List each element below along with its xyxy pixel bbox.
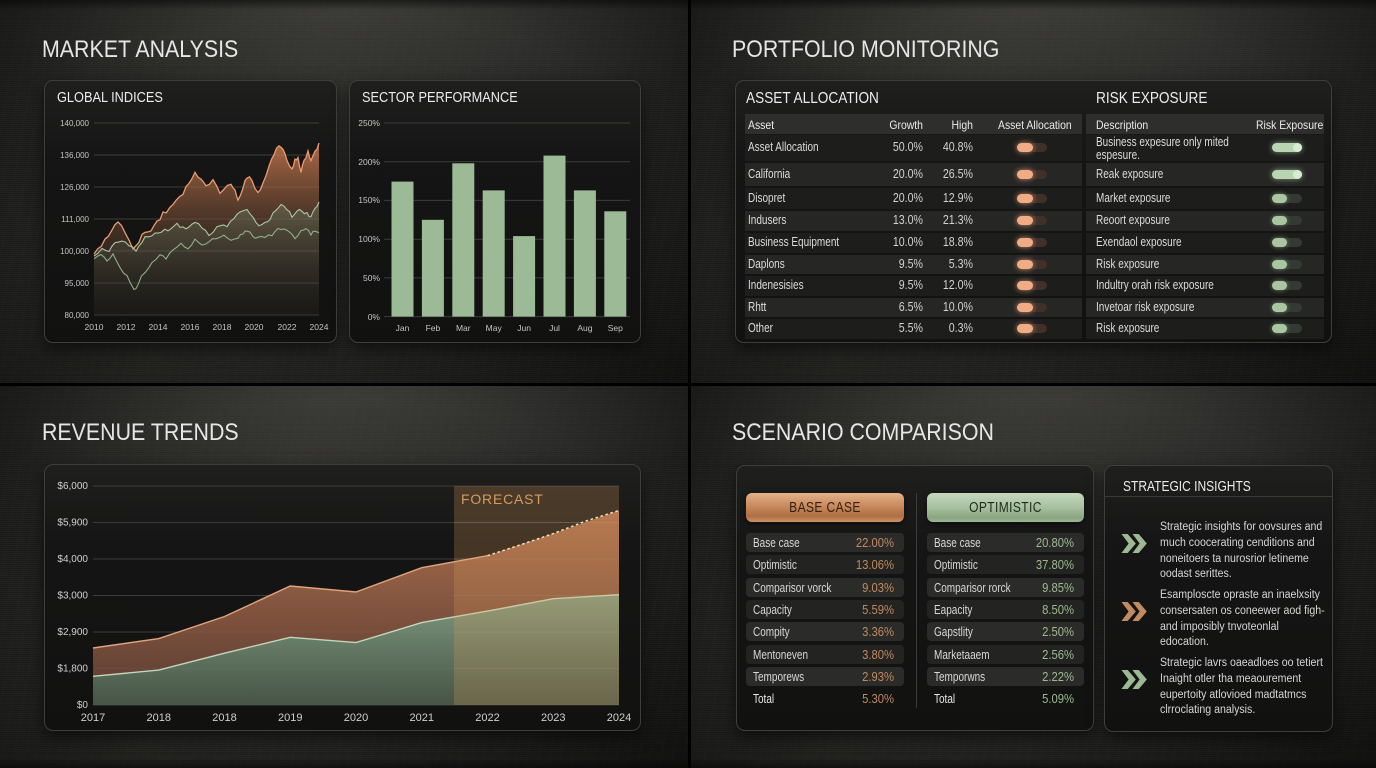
svg-text:250%: 250%	[358, 118, 380, 128]
svg-text:2017: 2017	[81, 712, 105, 724]
svg-text:80,000: 80,000	[65, 311, 90, 320]
svg-text:140,000: 140,000	[60, 119, 89, 128]
svg-text:0%: 0%	[368, 312, 381, 322]
svg-text:150%: 150%	[358, 195, 380, 205]
svg-text:2021: 2021	[410, 712, 434, 724]
svg-text:Sep: Sep	[608, 323, 623, 333]
svg-text:136,000: 136,000	[60, 151, 89, 160]
svg-text:Mar: Mar	[456, 323, 471, 333]
svg-text:Jul: Jul	[549, 323, 560, 333]
svg-text:100%: 100%	[358, 234, 380, 244]
svg-text:2023: 2023	[541, 712, 565, 724]
svg-text:2018: 2018	[212, 712, 236, 724]
svg-text:Jan: Jan	[396, 323, 410, 333]
svg-text:Aug: Aug	[577, 323, 592, 333]
svg-text:95,000: 95,000	[65, 279, 90, 288]
svg-text:$4,000: $4,000	[57, 554, 88, 565]
svg-text:2018: 2018	[147, 712, 171, 724]
svg-text:$2,900: $2,900	[57, 627, 88, 638]
svg-text:Feb: Feb	[426, 323, 441, 333]
svg-text:2016: 2016	[181, 322, 200, 332]
svg-text:126,000: 126,000	[60, 183, 89, 192]
svg-text:2020: 2020	[245, 322, 264, 332]
svg-text:111,000: 111,000	[61, 215, 89, 224]
svg-text:2014: 2014	[149, 322, 168, 332]
svg-text:2018: 2018	[213, 322, 232, 332]
svg-text:2022: 2022	[475, 712, 499, 724]
svg-text:2010: 2010	[85, 322, 104, 332]
svg-text:$0: $0	[77, 700, 89, 711]
svg-text:2022: 2022	[278, 322, 297, 332]
svg-text:FORECAST: FORECAST	[461, 491, 544, 507]
svg-text:$1,800: $1,800	[57, 664, 88, 675]
svg-text:2012: 2012	[117, 322, 136, 332]
svg-text:Jun: Jun	[517, 323, 531, 333]
svg-text:2019: 2019	[278, 712, 302, 724]
svg-text:2020: 2020	[344, 712, 368, 724]
svg-text:$5,900: $5,900	[57, 518, 88, 529]
svg-text:50%: 50%	[363, 273, 380, 283]
svg-text:2024: 2024	[310, 322, 329, 332]
svg-text:200%: 200%	[358, 157, 380, 167]
svg-text:100,000: 100,000	[60, 247, 89, 256]
svg-text:$6,000: $6,000	[57, 481, 88, 492]
svg-text:$3,000: $3,000	[57, 591, 88, 602]
svg-text:May: May	[486, 323, 503, 333]
svg-text:2024: 2024	[607, 712, 631, 724]
